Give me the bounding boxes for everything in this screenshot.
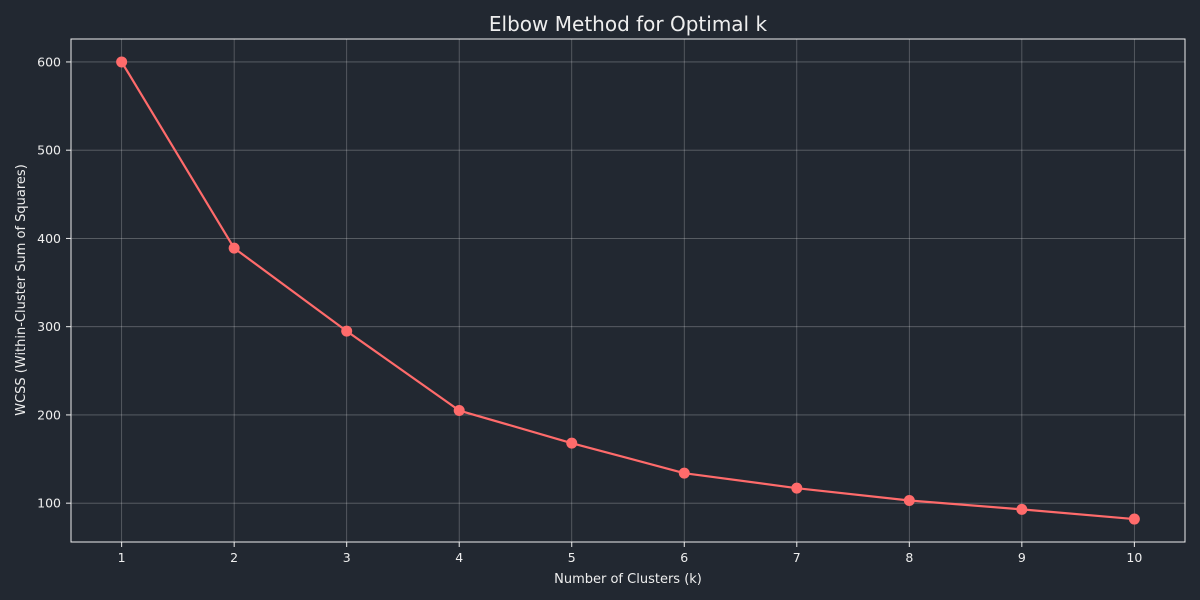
x-tick-label: 9	[1018, 550, 1026, 565]
data-point	[903, 495, 915, 507]
data-point	[116, 56, 128, 68]
x-tick-label: 8	[905, 550, 913, 565]
data-point	[1016, 503, 1028, 515]
x-axis-label: Number of Clusters (k)	[554, 572, 702, 587]
x-tick-label: 5	[568, 550, 576, 565]
y-tick-label: 400	[37, 231, 61, 246]
y-tick-label: 200	[37, 407, 61, 422]
series-line	[120, 60, 1136, 521]
y-tick-label: 500	[37, 143, 61, 158]
data-point	[228, 242, 240, 254]
plot-frame	[70, 38, 1186, 543]
data-point	[453, 405, 465, 417]
y-tick-label: 600	[37, 54, 61, 69]
data-point	[566, 437, 578, 449]
y-axis-label: WCSS (Within-Cluster Sum of Squares)	[14, 164, 29, 416]
data-point	[341, 325, 353, 337]
grid-layer	[71, 39, 1185, 542]
tick-layer: 1 2 3 4 5 6 7 8 9 10 100 200 300 400 500 600	[37, 54, 1142, 565]
y-tick-label: 100	[37, 496, 61, 511]
y-tick-label: 300	[37, 319, 61, 334]
x-tick-label: 2	[230, 550, 238, 565]
chart-title: Elbow Method for Optimal k	[489, 12, 768, 36]
x-tick-label: 4	[455, 550, 463, 565]
data-point	[791, 482, 803, 494]
x-tick-label: 7	[793, 550, 801, 565]
series-layer	[116, 56, 1140, 525]
x-tick-label: 1	[118, 550, 126, 565]
x-tick-label: 3	[343, 550, 351, 565]
x-tick-label: 10	[1126, 550, 1142, 565]
x-tick-label: 6	[680, 550, 688, 565]
data-point	[1128, 513, 1140, 525]
data-point	[678, 467, 690, 479]
